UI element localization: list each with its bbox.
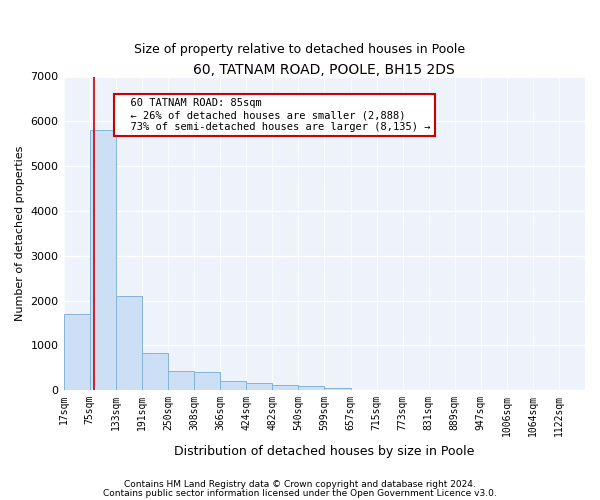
Text: Contains public sector information licensed under the Open Government Licence v3: Contains public sector information licen… [103, 490, 497, 498]
Bar [142, 353, 168, 390]
Text: Size of property relative to detached houses in Poole: Size of property relative to detached ho… [134, 42, 466, 56]
X-axis label: Distribution of detached houses by size in Poole: Distribution of detached houses by size … [174, 444, 475, 458]
Bar [116, 296, 142, 390]
Bar [89, 130, 116, 390]
Bar [325, 388, 350, 390]
Text: Contains HM Land Registry data © Crown copyright and database right 2024.: Contains HM Land Registry data © Crown c… [124, 480, 476, 489]
Y-axis label: Number of detached properties: Number of detached properties [15, 146, 25, 321]
Title: 60, TATNAM ROAD, POOLE, BH15 2DS: 60, TATNAM ROAD, POOLE, BH15 2DS [193, 62, 455, 76]
Bar [64, 314, 89, 390]
Bar [272, 386, 298, 390]
Bar [298, 386, 325, 390]
Bar [246, 383, 272, 390]
Text: 60 TATNAM ROAD: 85sqm
  ← 26% of detached houses are smaller (2,888)
  73% of se: 60 TATNAM ROAD: 85sqm ← 26% of detached … [118, 98, 431, 132]
Bar [220, 381, 246, 390]
Bar [168, 372, 194, 390]
Bar [194, 372, 220, 390]
